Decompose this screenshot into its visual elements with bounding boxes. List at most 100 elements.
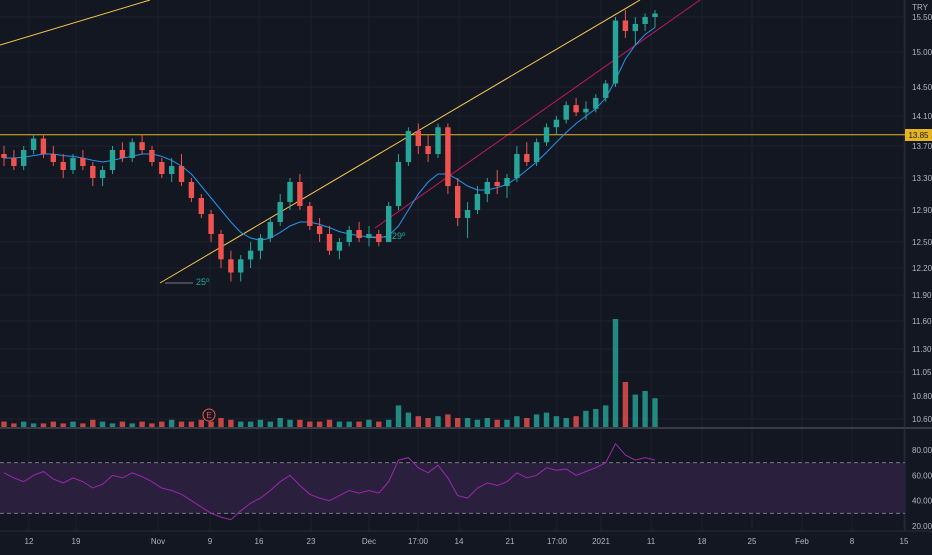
candle (346, 226, 352, 247)
candle (238, 255, 244, 282)
candle (356, 222, 362, 242)
candle (267, 218, 273, 242)
volume-bar (346, 421, 352, 427)
candle-body (60, 162, 66, 170)
price-tick-label: 14.10 (912, 112, 932, 121)
candle-body (435, 127, 441, 154)
candle-body (208, 214, 214, 234)
candle (277, 194, 283, 226)
candle (50, 146, 56, 166)
candle (257, 234, 264, 260)
time-tick-label: Nov (151, 537, 165, 546)
candle (149, 146, 155, 166)
candle (642, 13, 648, 31)
candle-body (415, 131, 421, 146)
current-price-tag[interactable] (905, 129, 932, 141)
volume-bar (297, 419, 303, 427)
volume-bar (139, 421, 145, 427)
candle (395, 154, 402, 210)
candle-body (139, 142, 145, 150)
axes: 15.50 15.00 14.50 14.10 13.70 13.30 12.90 12.50… (25, 13, 932, 546)
candle (169, 158, 175, 182)
time-tick-label: 14 (455, 537, 464, 546)
volume-bar (336, 421, 343, 427)
volume-bar (109, 423, 116, 427)
time-tick-label: 17:00 (408, 537, 429, 546)
time-tick-label: Dec (362, 537, 376, 546)
rsi-tick-label: 20.00 (912, 522, 932, 531)
candle-body (563, 105, 569, 120)
volume-bar (642, 391, 648, 427)
angle-label-25: 25º (196, 277, 210, 287)
candle (80, 150, 86, 170)
candle-body (474, 194, 481, 210)
time-tick-label: 19 (72, 537, 81, 546)
volume-bar (425, 418, 431, 427)
candle (445, 123, 451, 194)
candle-body (524, 154, 530, 162)
time-tick-label: 15 (900, 537, 909, 546)
time-tick-label: 8 (850, 537, 855, 546)
earnings-icon[interactable] (202, 408, 216, 422)
candle-body (622, 20, 629, 31)
volume-bar (464, 418, 471, 427)
volume-bar (50, 421, 56, 427)
candle (70, 154, 76, 174)
candle-body (386, 206, 392, 242)
price-tick-label: 11.05 (912, 368, 932, 377)
time-tick-label: 17:00 (547, 537, 568, 546)
volume-bar (198, 419, 204, 427)
volume-bar (583, 410, 589, 427)
price-tick-label: 12.50 (912, 238, 932, 247)
rsi-line (3, 442, 656, 521)
volume-bar (247, 421, 254, 427)
price-tick-label: 12.20 (912, 264, 932, 273)
time-tick-label: 18 (698, 537, 707, 546)
volume-bar (169, 419, 175, 427)
candle-body (484, 182, 490, 194)
volume-bar (395, 405, 402, 427)
candle (297, 174, 303, 210)
candle (415, 123, 421, 154)
volume-bar (455, 418, 461, 427)
time-tick-label: 21 (506, 537, 515, 546)
candle-body (218, 234, 224, 260)
volume-bar (1, 421, 7, 427)
time-tick-label: 16 (255, 537, 264, 546)
volume-bar (514, 416, 520, 427)
trendline-channel (374, 0, 701, 229)
volume-bar (366, 419, 372, 427)
volume-bar (316, 421, 323, 427)
volume-bar (218, 418, 224, 427)
volume-bar (326, 419, 333, 427)
candle (464, 202, 471, 238)
volume-bar (60, 423, 66, 427)
volume-bar (356, 421, 362, 427)
candle (366, 226, 372, 247)
candle (563, 101, 569, 124)
time-tick-label: 9 (208, 537, 213, 546)
candlesticks[interactable] (1, 10, 658, 282)
volume-bar (573, 416, 579, 427)
candle-body (80, 158, 86, 166)
candle (573, 97, 579, 116)
candle-body (593, 97, 599, 109)
candle-body (642, 17, 648, 24)
candle (109, 146, 116, 174)
volume-bar (563, 418, 569, 427)
price-tick-label: 14.50 (912, 83, 932, 92)
candle-body (238, 259, 244, 273)
candle-body (356, 230, 362, 238)
candle (11, 150, 17, 170)
rsi-band (0, 462, 905, 514)
candle-body (119, 150, 126, 158)
candle (316, 218, 323, 242)
drawing-tools[interactable] (0, 0, 905, 284)
candle (336, 238, 343, 260)
volume-bar (474, 419, 481, 427)
time-tick-label: 25 (748, 537, 757, 546)
volume-bar (21, 421, 27, 427)
volume-bar (238, 421, 244, 427)
